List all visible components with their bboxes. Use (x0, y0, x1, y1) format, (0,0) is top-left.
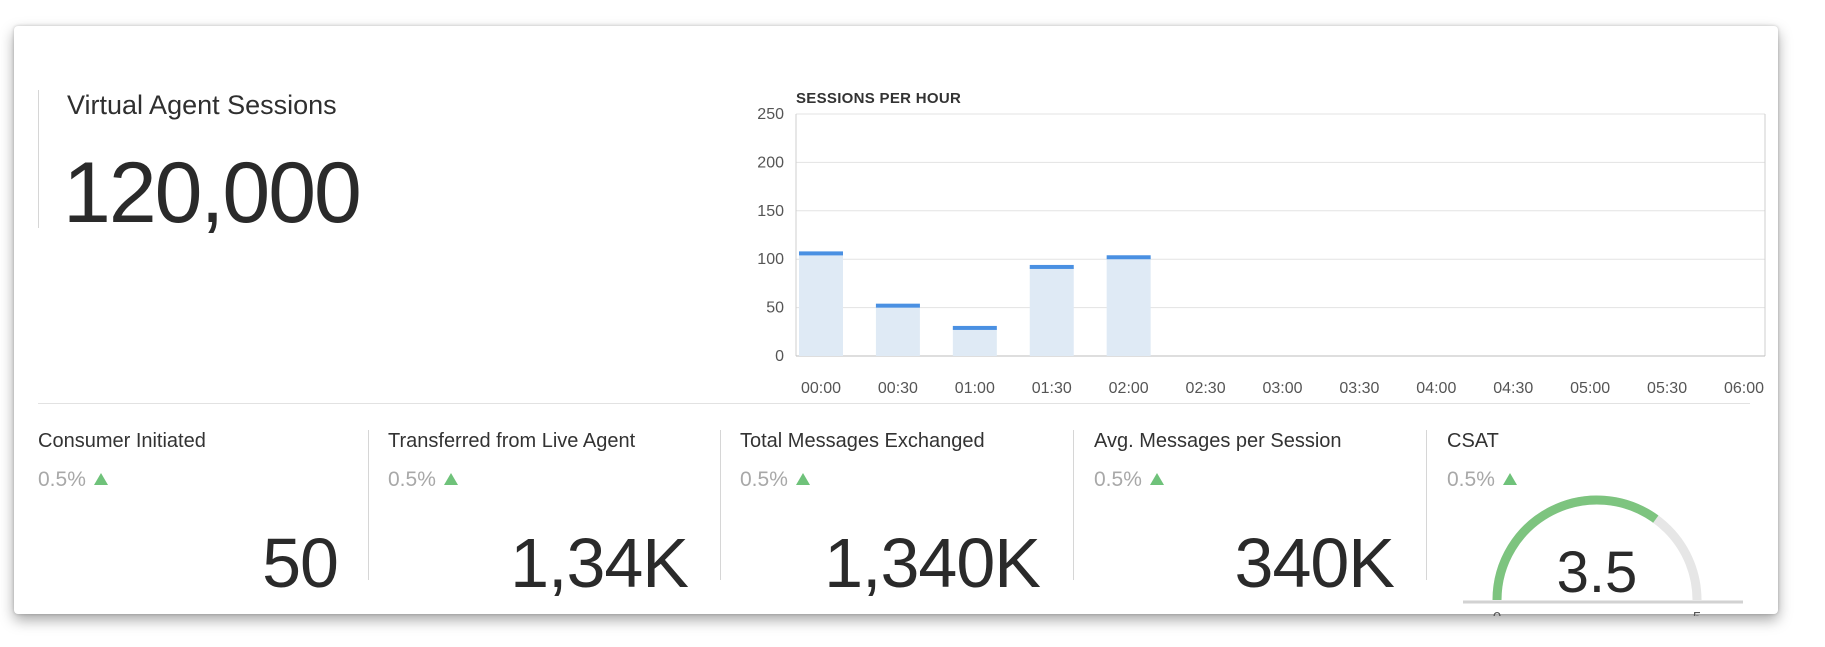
kpi-total-messages-exchanged: Total Messages Exchanged 0.5% 1,340K (740, 430, 1070, 612)
kpi-delta: 0.5% (1447, 468, 1517, 492)
section-divider (38, 403, 1750, 404)
kpi-avg-messages-per-session: Avg. Messages per Session 0.5% 340K (1094, 430, 1424, 612)
virtual-agent-sessions-card: Virtual Agent Sessions 120,000 SESSIONS … (14, 26, 1778, 616)
trend-up-icon (1502, 473, 1517, 485)
kpi-csat: CSAT 0.5% 3.5 0 5 (1447, 430, 1767, 616)
gauge-max-label: 5 (1693, 609, 1701, 616)
bar-cap (1029, 264, 1074, 269)
bar-cap (1106, 255, 1151, 260)
bar-cap (875, 303, 920, 308)
chart-title: SESSIONS PER HOUR (796, 90, 962, 107)
kpi-value: 50 (262, 524, 339, 602)
bar-cap (799, 251, 843, 256)
x-tick-label: 04:30 (1493, 380, 1533, 397)
gauge-fill (1492, 495, 1659, 601)
x-tick-label: 01:30 (1032, 380, 1072, 397)
trend-up-icon (93, 473, 108, 485)
trend-up-icon (795, 473, 810, 485)
kpi-separator (368, 430, 369, 580)
kpi-separator (1426, 430, 1427, 580)
x-tick-label: 03:00 (1262, 380, 1302, 397)
y-tick-label: 150 (757, 203, 784, 220)
x-tick-label: 02:00 (1109, 380, 1149, 397)
trend-up-icon (1149, 473, 1164, 485)
kpi-transferred-from-live-agent: Transferred from Live Agent 0.5% 1,34K (388, 430, 718, 612)
csat-gauge: 3.5 0 5 (1463, 495, 1743, 616)
bar (799, 253, 843, 356)
kpi-title: Consumer Initiated (38, 430, 206, 452)
kpi-title: Total Messages Exchanged (740, 430, 985, 452)
x-tick-label: 06:00 (1724, 380, 1764, 397)
x-tick-label: 05:00 (1570, 380, 1610, 397)
sessions-title: Virtual Agent Sessions (67, 90, 337, 120)
x-tick-label: 00:00 (801, 380, 841, 397)
y-tick-label: 100 (757, 251, 784, 268)
kpi-delta-value: 0.5% (1447, 468, 1495, 491)
kpi-value: 1,34K (510, 524, 689, 602)
sessions-total-value: 120,000 (63, 145, 362, 241)
kpi-delta-value: 0.5% (740, 468, 788, 491)
x-tick-label: 03:30 (1339, 380, 1379, 397)
kpi-delta: 0.5% (388, 468, 458, 492)
kpi-delta: 0.5% (1094, 468, 1164, 492)
x-tick-label: 00:30 (878, 380, 918, 397)
y-tick-label: 50 (766, 300, 784, 317)
kpi-delta-value: 0.5% (38, 468, 86, 491)
kpi-title: Avg. Messages per Session (1094, 430, 1342, 452)
y-tick-label: 0 (775, 348, 784, 365)
kpi-separator (720, 430, 721, 580)
kpi-value: 340K (1234, 524, 1395, 602)
chart-svg: 0 50 100 150 200 250 00:00 00:30 01:00 01:30 02:00… (757, 106, 1766, 397)
trend-up-icon (443, 473, 458, 485)
bar (875, 305, 920, 356)
bar (1029, 266, 1074, 356)
bar-cap (952, 325, 997, 330)
gauge-value: 3.5 (1557, 540, 1638, 605)
kpi-delta: 0.5% (38, 468, 108, 492)
y-tick-label: 250 (757, 106, 784, 123)
x-tick-label: 05:30 (1647, 380, 1687, 397)
kpi-separator (1073, 430, 1074, 580)
kpi-delta-value: 0.5% (388, 468, 436, 491)
kpi-value: 1,340K (824, 524, 1041, 602)
sessions-per-hour-chart: SESSIONS PER HOUR 0 50 100 150 200 250 00:00 00… (704, 62, 1774, 422)
x-tick-label: 01:00 (955, 380, 995, 397)
x-tick-label: 04:00 (1416, 380, 1456, 397)
bar (952, 327, 997, 356)
gauge-min-label: 0 (1493, 609, 1501, 616)
kpi-delta: 0.5% (740, 468, 810, 492)
kpi-title: CSAT (1447, 430, 1499, 452)
x-tick-label: 02:30 (1186, 380, 1226, 397)
kpi-title: Transferred from Live Agent (388, 430, 636, 452)
kpi-consumer-initiated: Consumer Initiated 0.5% 50 (38, 430, 368, 612)
kpi-delta-value: 0.5% (1094, 468, 1142, 491)
sessions-summary: Virtual Agent Sessions 120,000 (38, 90, 599, 236)
y-tick-label: 200 (757, 154, 784, 171)
bar (1106, 257, 1151, 356)
